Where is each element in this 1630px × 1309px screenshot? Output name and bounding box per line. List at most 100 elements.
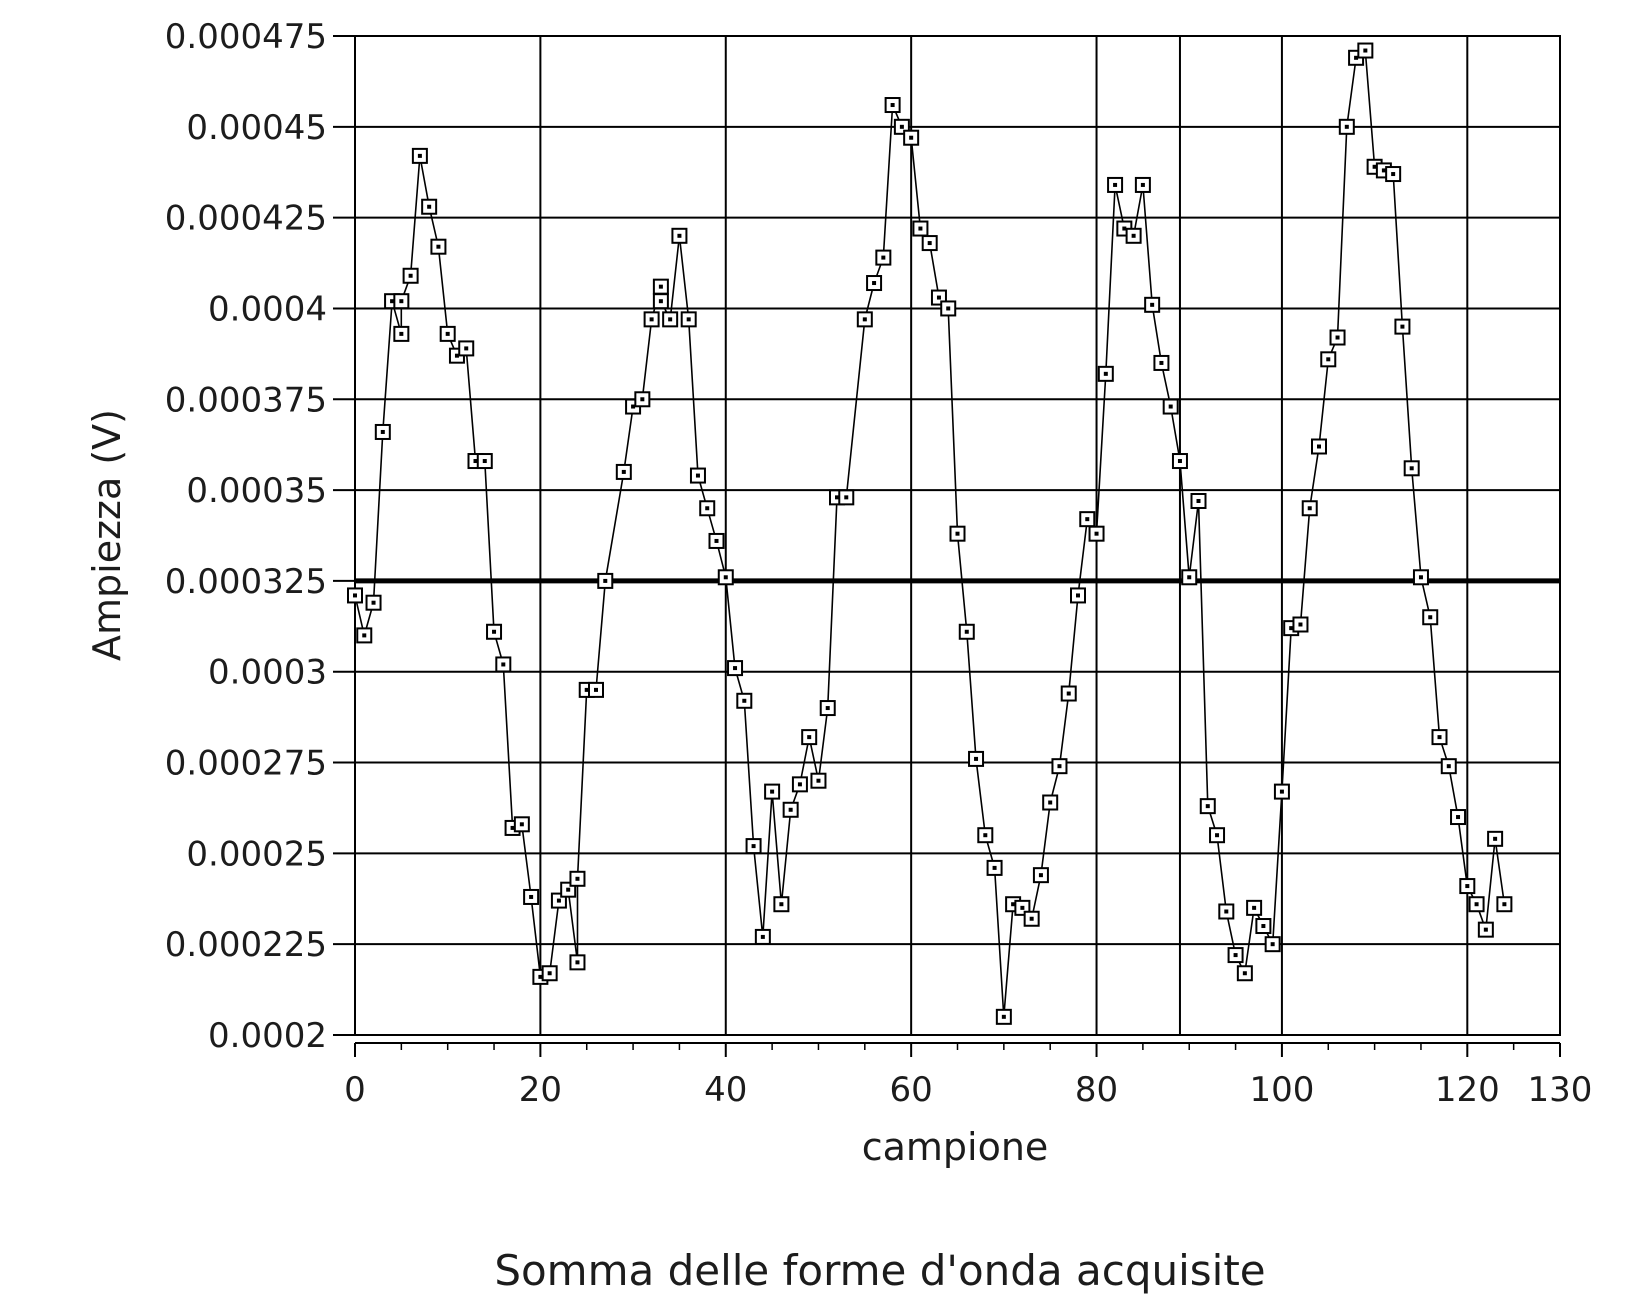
data-point-center — [473, 459, 478, 464]
data-point-center — [575, 876, 580, 881]
data-point-center — [825, 706, 830, 711]
x-tick-label: 80 — [1075, 1070, 1118, 1110]
data-point-center — [621, 469, 626, 474]
data-point-center — [862, 317, 867, 322]
data-point-center — [835, 495, 839, 500]
plot-frame — [354, 35, 1561, 1036]
data-point-center — [1242, 971, 1247, 976]
data-point-center — [362, 633, 367, 638]
data-point-center — [371, 600, 376, 605]
data-point-center — [501, 662, 506, 667]
data-point-center — [788, 807, 793, 812]
data-point-center — [983, 833, 988, 838]
data-point-center — [779, 902, 784, 907]
data-point-center — [454, 353, 459, 358]
data-point-center — [742, 698, 747, 703]
data-point-center — [677, 233, 682, 238]
data-point-center — [1038, 873, 1043, 878]
data-point-center — [482, 459, 487, 464]
y-tick-label: 0.0004 — [208, 289, 327, 329]
data-point-center — [714, 538, 719, 543]
data-point-center — [1011, 902, 1016, 907]
data-point-center — [797, 782, 802, 787]
data-point-center — [1048, 800, 1053, 805]
data-point-center — [1205, 804, 1210, 809]
data-point-center — [1437, 735, 1442, 740]
data-point-center — [1177, 459, 1182, 464]
data-point-center — [927, 241, 932, 246]
data-point-center — [1094, 531, 1099, 536]
data-point-center — [695, 473, 700, 478]
data-point-center — [427, 204, 432, 209]
data-point-center — [1066, 691, 1071, 696]
data-point-center — [566, 887, 571, 892]
data-point-center — [1418, 575, 1423, 580]
data-point-center — [936, 295, 941, 300]
data-point-center — [1233, 953, 1238, 958]
data-point-center — [1400, 324, 1405, 329]
data-point-center — [1456, 815, 1461, 820]
data-point-center — [955, 531, 960, 536]
data-point-center — [807, 735, 812, 740]
data-point-center — [872, 281, 877, 286]
y-tick-label: 0.000375 — [165, 380, 327, 420]
data-point-center — [1502, 902, 1507, 907]
x-axis-title: campione — [862, 1125, 1049, 1169]
data-point-center — [1168, 404, 1173, 409]
data-point-center — [899, 124, 904, 129]
data-point-center — [584, 687, 589, 692]
data-point-center — [445, 331, 450, 336]
y-tick-label: 0.000225 — [165, 925, 327, 965]
data-point-center — [1057, 764, 1062, 769]
data-point-center — [538, 974, 543, 979]
data-point-center — [594, 687, 598, 692]
data-point-center — [399, 331, 404, 336]
data-point-center — [380, 429, 385, 434]
data-point-center — [816, 778, 821, 783]
x-tick-label: 60 — [890, 1070, 933, 1110]
axes: 0.0002 0.000225 0.00025 0.000275 0.0003 0.000… — [165, 17, 1593, 1110]
y-tick-label: 0.00025 — [186, 834, 327, 874]
data-point-center — [1131, 233, 1136, 238]
y-tick-label: 0.000475 — [165, 17, 327, 57]
data-point-center — [640, 397, 645, 402]
data-point-center — [603, 578, 608, 583]
data-point-center — [1224, 909, 1229, 914]
data-point-center — [1113, 182, 1118, 187]
data-point-center — [556, 898, 561, 903]
data-point-center — [1020, 905, 1025, 910]
data-point-center — [1252, 905, 1257, 910]
data-point-center — [1187, 575, 1192, 580]
chart-title: Somma delle forme d'onda acquisite — [494, 1246, 1265, 1295]
data-point-center — [1354, 55, 1359, 60]
data-point-center — [918, 226, 923, 231]
data-point-center — [1085, 517, 1090, 522]
data-point-center — [1446, 764, 1451, 769]
data-point-center — [992, 865, 997, 870]
data-point-center — [1409, 466, 1414, 471]
x-tick-label: 40 — [704, 1070, 747, 1110]
data-point-center — [1001, 1014, 1006, 1019]
data-point-center — [353, 593, 357, 598]
data-point-center — [760, 934, 765, 939]
data-point-center — [1122, 226, 1127, 231]
y-tick-label: 0.0003 — [208, 653, 327, 693]
data-point-center — [1076, 593, 1080, 598]
data-point-center — [1317, 444, 1321, 449]
data-point-center — [1474, 902, 1479, 907]
data-point-center — [1326, 357, 1331, 362]
series-line — [354, 48, 1506, 1017]
data-point-center — [751, 844, 756, 849]
y-tick-label: 0.0002 — [208, 1016, 327, 1056]
series-markers — [347, 42, 1513, 1025]
data-point-center — [1150, 302, 1155, 307]
data-point-center — [631, 404, 636, 409]
data-point-center — [964, 629, 969, 634]
data-point-center — [1483, 927, 1488, 932]
data-point-center — [881, 255, 886, 260]
data-point-center — [733, 666, 738, 671]
data-point-center — [649, 317, 654, 322]
x-tick-label: 0 — [344, 1070, 366, 1110]
x-tick-label: 20 — [519, 1070, 562, 1110]
